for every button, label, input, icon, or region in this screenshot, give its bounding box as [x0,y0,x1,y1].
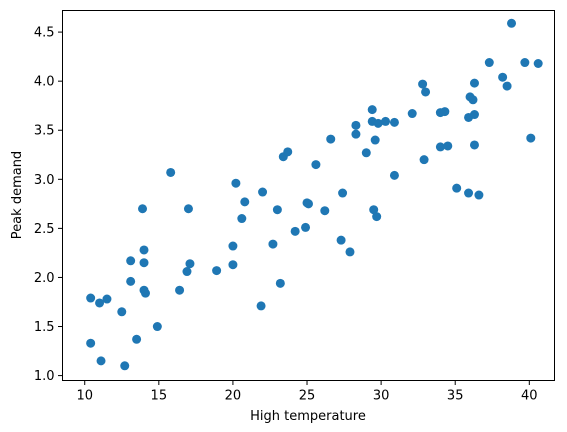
data-point [502,81,512,91]
data-point [336,235,346,245]
data-point [102,294,112,304]
data-point [117,307,127,317]
data-point [367,105,377,115]
data-point [283,147,293,157]
y-tick-label: 2.5 [34,222,55,237]
data-point [484,58,494,68]
data-points [86,18,543,371]
data-point [183,204,193,214]
data-point [418,79,428,89]
data-point [304,199,313,209]
x-tick-label: 15 [151,389,168,404]
data-point [345,247,355,257]
data-point [351,120,361,130]
data-point [526,133,536,143]
data-point [421,87,431,97]
data-point [419,155,429,165]
data-point [182,267,192,277]
x-tick-label: 20 [225,389,242,404]
x-tick-label: 25 [299,389,316,404]
data-point [469,140,479,150]
data-point [86,338,96,348]
x-tick-label: 40 [521,389,538,404]
data-point [407,109,417,119]
x-axis-label: High temperature [250,409,366,424]
data-point [95,298,105,308]
data-point [498,72,508,82]
data-point [435,142,445,152]
y-tick-label: 3.0 [34,173,55,188]
data-point [369,205,379,215]
data-point [301,222,311,232]
data-point [372,212,382,222]
data-point [139,258,149,268]
data-point [440,107,450,117]
data-point [185,259,195,269]
data-point [175,285,185,295]
data-point [389,170,399,180]
data-point [272,205,282,215]
y-tick-label: 3.5 [34,124,55,139]
y-tick-label: 4.0 [34,75,55,90]
data-point [237,214,247,224]
data-point [351,129,361,139]
data-point [152,322,162,332]
data-point [120,361,130,371]
x-tick-label: 30 [373,389,390,404]
data-point [474,190,484,200]
data-point [373,118,383,128]
data-point [320,206,330,216]
data-point [381,116,391,126]
data-point [240,197,250,207]
data-point [228,260,238,270]
data-point [256,301,266,311]
y-tick-label: 1.5 [34,320,55,335]
data-point [166,167,176,177]
y-tick-label: 2.0 [34,271,55,286]
x-axis-ticks: 10 15 20 25 30 35 40 [76,380,538,404]
plot-frame [62,10,555,381]
data-point [258,187,268,197]
data-point [468,95,478,105]
data-point [520,58,530,68]
data-point [126,256,136,266]
data-point [469,78,479,88]
data-point [212,266,222,276]
y-axis-label: Peak demand [10,151,25,239]
data-point [140,288,150,298]
data-point [533,59,543,68]
data-point [452,183,462,193]
data-point [138,204,148,214]
y-tick-label: 1.0 [34,369,55,384]
data-point [370,135,380,145]
y-axis-ticks: 1.0 1.5 2.0 2.5 3.0 3.5 4.0 4.5 [34,26,63,384]
data-point [469,110,479,120]
data-point [326,134,336,144]
data-point [361,148,371,158]
data-point [126,276,136,286]
data-point [507,18,517,28]
data-point [290,226,300,236]
data-point [311,160,321,170]
data-point [139,245,149,255]
y-tick-label: 4.5 [34,26,55,41]
data-point [443,141,453,151]
data-point [228,241,238,251]
x-tick-label: 10 [76,389,93,404]
data-point [268,239,278,249]
data-point [338,188,348,198]
data-point [275,278,285,288]
data-point [231,178,241,188]
data-point [86,293,96,303]
data-point [132,334,142,344]
data-point [389,117,399,127]
data-point [96,356,106,366]
data-point [464,188,474,198]
x-tick-label: 35 [447,389,464,404]
